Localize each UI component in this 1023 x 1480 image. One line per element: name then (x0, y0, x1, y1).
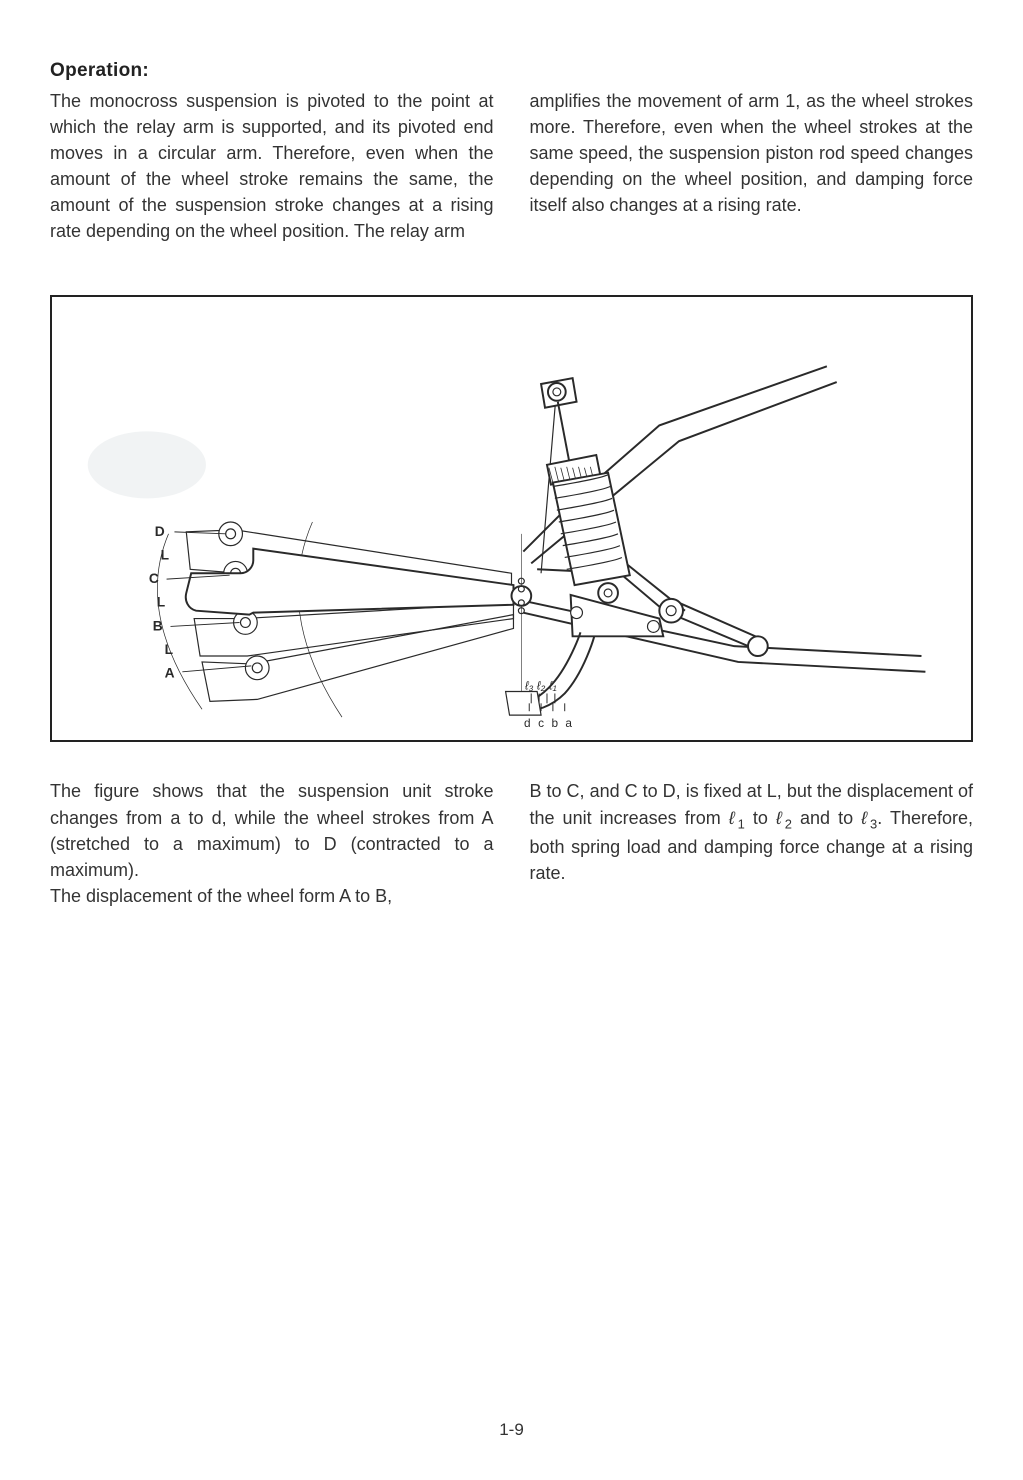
svg-text:ℓ₂: ℓ₂ (536, 678, 546, 692)
svg-text:b: b (552, 716, 559, 730)
suspension-diagram: ℓ₃ℓ₂ℓ₁dcbaDCBALLL (68, 317, 955, 731)
top-para-right: amplifies the movement of arm 1, as the … (530, 88, 974, 245)
svg-text:A: A (165, 665, 175, 680)
figure-frame: ℓ₃ℓ₂ℓ₁dcbaDCBALLL (50, 295, 973, 743)
top-para-left: The monocross suspension is pivoted to t… (50, 88, 494, 245)
svg-text:ℓ₃: ℓ₃ (524, 678, 534, 692)
bottom-para-left-1: The figure shows that the suspension uni… (50, 781, 494, 879)
svg-text:L: L (165, 642, 173, 657)
svg-text:L: L (157, 594, 165, 609)
top-paragraph-columns: The monocross suspension is pivoted to t… (50, 88, 973, 245)
bottom-para-left: The figure shows that the suspension uni… (50, 778, 494, 908)
svg-text:C: C (149, 571, 159, 586)
svg-text:ℓ₁: ℓ₁ (548, 678, 557, 692)
svg-text:B: B (153, 618, 163, 633)
section-heading: Operation: (50, 60, 973, 82)
bottom-para-right: B to C, and C to D, is fixed at L, but t… (530, 778, 974, 908)
svg-text:d: d (524, 716, 531, 730)
svg-text:a: a (565, 716, 572, 730)
svg-text:L: L (161, 547, 169, 562)
bottom-para-left-2: The displacement of the wheel form A to … (50, 886, 392, 906)
bottom-paragraph-columns: The figure shows that the suspension uni… (50, 778, 973, 908)
page-number: 1-9 (0, 1420, 1023, 1440)
page: Operation: The monocross suspension is p… (0, 0, 1023, 1480)
svg-text:c: c (538, 716, 544, 730)
svg-text:D: D (155, 523, 165, 538)
